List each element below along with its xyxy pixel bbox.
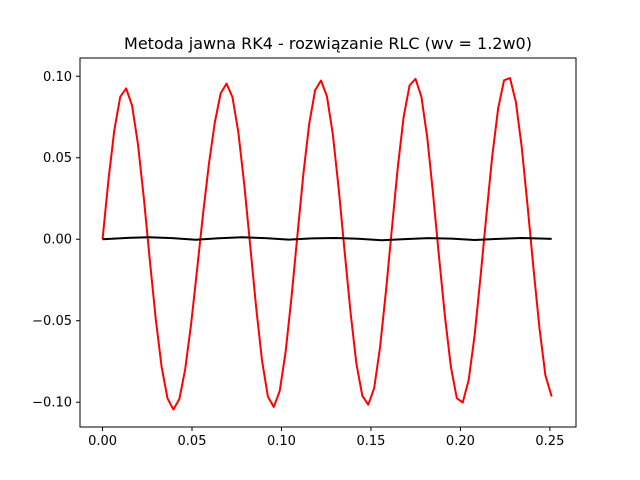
x-tick-label-3: 0.15	[356, 434, 385, 449]
series-line-0	[101, 77, 553, 411]
x-tick-label-0: 0.00	[88, 434, 117, 449]
x-tick-label-1: 0.05	[178, 434, 207, 449]
y-tick-label-1: −0.05	[32, 314, 72, 329]
x-tick-label-4: 0.20	[446, 434, 475, 449]
axes-frame	[79, 57, 577, 428]
x-tick-label-5: 0.25	[535, 434, 564, 449]
x-tick-label-2: 0.10	[267, 434, 296, 449]
y-tick-label-0: −0.10	[32, 396, 72, 411]
series-line-1	[102, 236, 552, 242]
y-tick-label-3: 0.05	[43, 151, 72, 166]
chart-title: Metoda jawna RK4 - rozwiązanie RLC (wv =…	[124, 34, 532, 53]
y-tick-label-4: 0.10	[43, 70, 72, 85]
plot-area: 0.00 0.05 0.10 0.15 0.20 0.25 −0.10 −0.05 0.00 0.…	[32, 57, 577, 449]
y-tick-label-2: 0.00	[43, 233, 72, 248]
